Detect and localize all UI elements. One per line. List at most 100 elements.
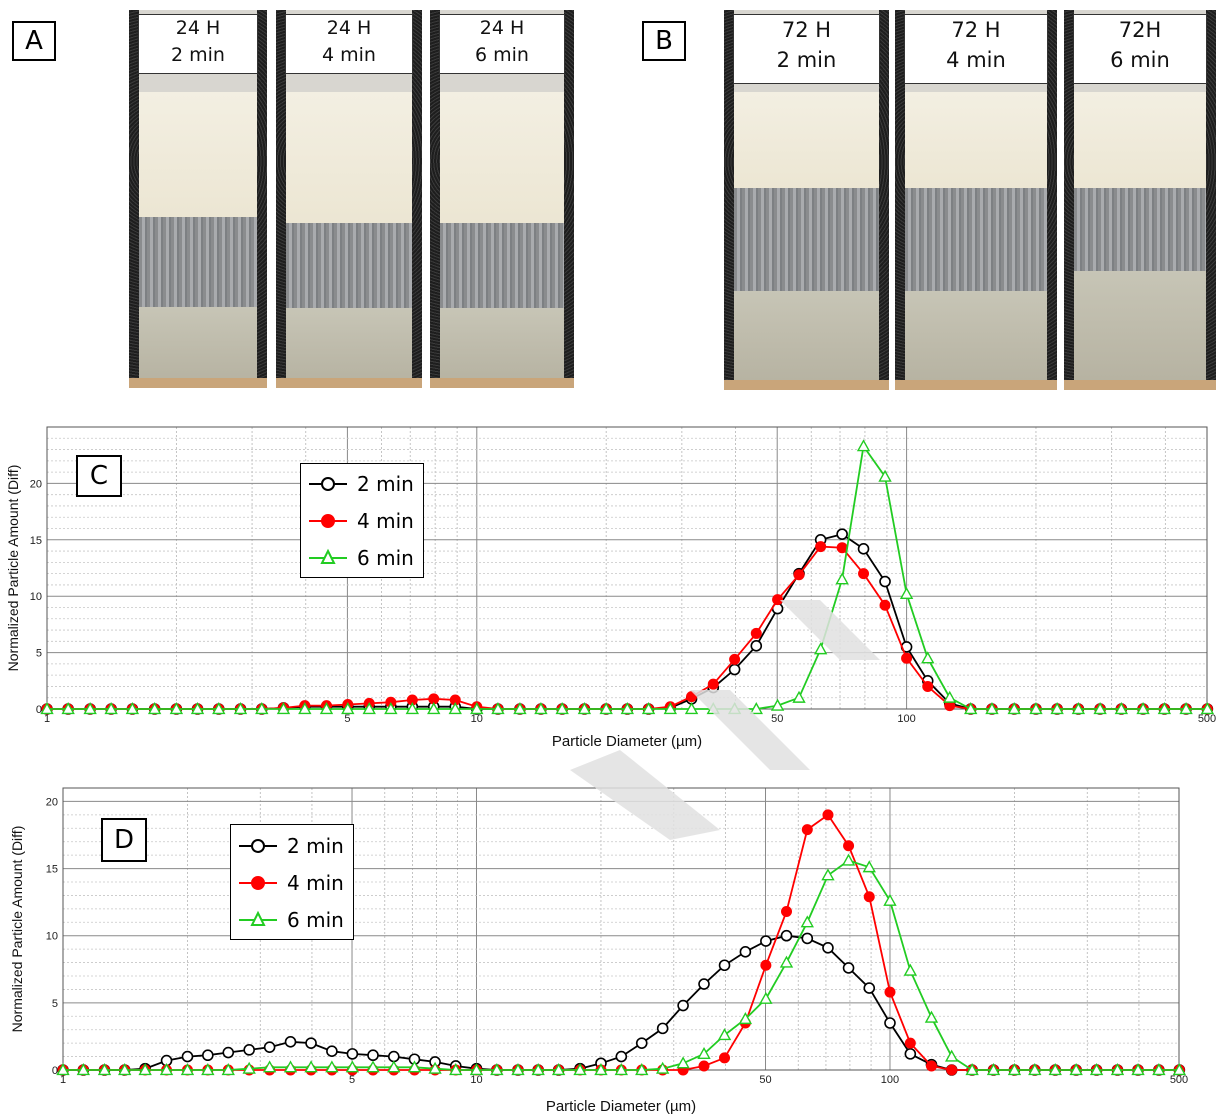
data-point xyxy=(362,702,376,715)
data-point xyxy=(1114,702,1129,715)
x-tick-label: 500 xyxy=(1198,713,1216,725)
legend-label: 4 min xyxy=(357,509,414,533)
data-point xyxy=(615,1050,628,1063)
data-point xyxy=(835,572,849,585)
data-point xyxy=(676,1056,690,1069)
data-point xyxy=(1152,1063,1166,1076)
legend-marker-6min xyxy=(309,548,347,564)
data-point xyxy=(884,986,896,998)
data-point xyxy=(61,702,75,715)
data-point xyxy=(857,543,870,555)
vial-duration: 4 min xyxy=(322,44,376,66)
data-point xyxy=(1071,702,1086,715)
data-point xyxy=(1172,1063,1187,1076)
x-tick-label: 50 xyxy=(771,713,783,725)
data-point xyxy=(749,702,763,715)
data-point xyxy=(944,1049,959,1062)
data-point xyxy=(884,1017,896,1029)
data-point xyxy=(138,1063,152,1076)
vial-a1: 24 H 2 min xyxy=(129,10,267,388)
data-point xyxy=(221,1063,235,1076)
data-point xyxy=(1157,702,1172,715)
legend-item-6min: 6 min xyxy=(301,540,423,576)
data-point xyxy=(842,962,855,974)
data-point xyxy=(836,542,848,554)
x-tick-label: 5 xyxy=(349,1074,355,1086)
data-point xyxy=(491,702,505,715)
vial-time: 24 H xyxy=(479,17,525,39)
data-point xyxy=(750,627,762,639)
data-point xyxy=(366,1060,380,1073)
legend-label: 6 min xyxy=(357,546,414,570)
data-point xyxy=(367,1049,379,1062)
data-point xyxy=(305,1037,317,1049)
y-tick-label: 15 xyxy=(46,864,58,876)
x-tick-label: 100 xyxy=(897,713,915,725)
data-point xyxy=(614,1063,629,1076)
data-point xyxy=(76,1063,91,1076)
plot-area xyxy=(47,427,1207,709)
data-point xyxy=(738,1012,753,1025)
data-point xyxy=(943,690,957,703)
vial-time: 24 H xyxy=(175,17,221,39)
data-point xyxy=(243,1044,255,1056)
data-point xyxy=(469,1063,484,1076)
watermark-stripe xyxy=(780,600,880,660)
vial-time: 24 H xyxy=(326,17,372,39)
data-point xyxy=(760,959,772,971)
data-point xyxy=(573,1063,587,1076)
data-point xyxy=(83,702,97,715)
data-point xyxy=(326,1045,338,1058)
data-point xyxy=(779,955,794,968)
vial-time: 72 H xyxy=(781,18,832,42)
y-tick-label: 5 xyxy=(52,998,58,1010)
data-point xyxy=(858,568,870,580)
data-point xyxy=(1069,1063,1083,1076)
watermark xyxy=(570,600,880,840)
vial-label: 72 H 2 min xyxy=(733,14,880,84)
y-tick-label: 20 xyxy=(30,478,42,490)
legend-label: 2 min xyxy=(357,472,414,496)
x-tick-label: 500 xyxy=(1170,1074,1188,1086)
data-point xyxy=(470,702,484,715)
data-point xyxy=(577,702,592,715)
vial-time: 72H xyxy=(1118,18,1162,42)
data-point xyxy=(388,1050,400,1063)
legend-marker-4min xyxy=(239,876,277,890)
data-point xyxy=(594,1063,608,1076)
data-point xyxy=(904,1048,917,1060)
data-point xyxy=(903,963,918,976)
data-point xyxy=(697,1046,711,1059)
data-point xyxy=(1007,702,1021,715)
data-point xyxy=(551,1063,566,1076)
data-point xyxy=(899,587,914,600)
data-point xyxy=(262,1060,277,1073)
data-point xyxy=(1048,1063,1062,1076)
legend-d: 2 min 4 min 6 min xyxy=(230,824,354,940)
data-point xyxy=(663,702,677,715)
y-axis-label: Normalized Particle Amount (Diff) xyxy=(5,465,21,672)
data-point xyxy=(904,1037,916,1049)
legend-marker-6min xyxy=(239,910,277,926)
vial-label: 24 H 2 min xyxy=(138,14,258,74)
data-point xyxy=(822,809,834,821)
legend-item-4min: 4 min xyxy=(301,503,423,539)
data-point xyxy=(298,702,312,715)
data-point xyxy=(801,824,813,836)
series-6-min xyxy=(40,439,1215,715)
data-point xyxy=(843,840,855,852)
vial-label: 72H 6 min xyxy=(1073,14,1207,84)
watermark-stripe xyxy=(690,690,810,770)
data-point xyxy=(792,690,806,703)
series-6-min xyxy=(56,853,1187,1076)
data-point xyxy=(879,599,891,611)
data-point xyxy=(427,702,441,715)
data-point xyxy=(821,868,835,881)
panel-label-a: A xyxy=(12,21,56,61)
data-point xyxy=(718,959,731,972)
legend-label: 4 min xyxy=(287,871,344,895)
y-tick-label: 10 xyxy=(30,591,42,603)
data-point xyxy=(513,702,527,715)
data-point xyxy=(815,541,827,553)
y-tick-label: 0 xyxy=(52,1065,58,1077)
